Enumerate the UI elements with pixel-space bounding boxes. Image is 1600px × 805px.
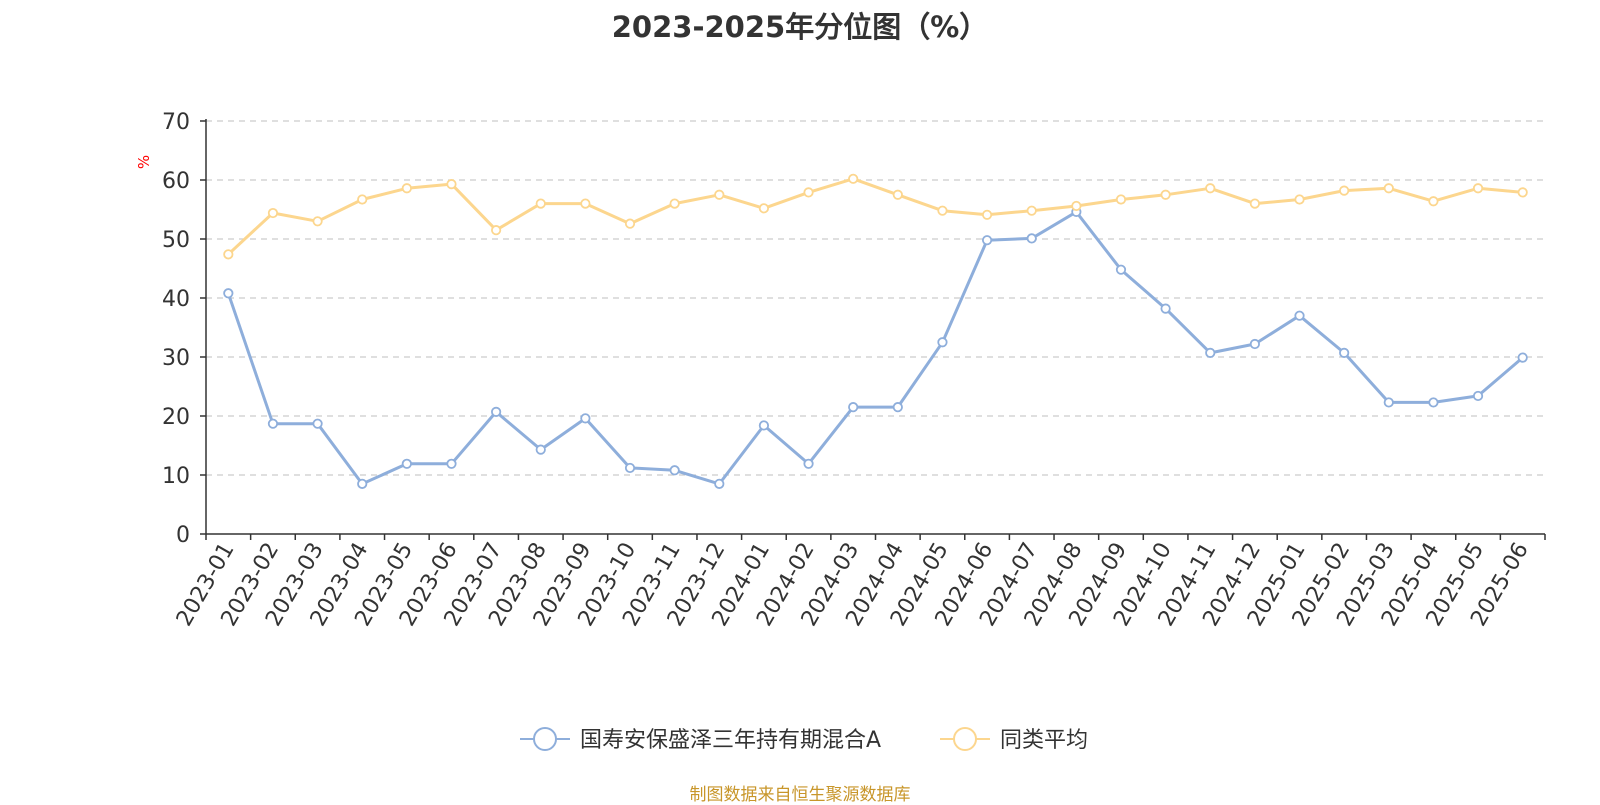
data-point <box>1205 183 1216 194</box>
legend-label: 国寿安保盛泽三年持有期混合A <box>580 728 881 753</box>
data-point <box>1517 352 1528 363</box>
data-point <box>1294 194 1305 205</box>
data-point <box>491 406 502 417</box>
data-point <box>803 187 814 198</box>
data-point <box>1026 205 1037 216</box>
legend-label: 同类平均 <box>1000 728 1088 753</box>
data-point <box>1071 200 1082 212</box>
data-point <box>267 418 279 429</box>
data-point <box>1160 189 1171 200</box>
data-point <box>1472 390 1484 402</box>
y-tick-label: 20 <box>162 405 190 430</box>
data-point <box>624 218 636 229</box>
data-point <box>446 458 457 469</box>
data-point <box>1383 397 1394 408</box>
data-point <box>1249 198 1260 209</box>
y-tick-label: 0 <box>176 523 190 548</box>
data-point <box>714 189 725 200</box>
data-point <box>1294 310 1305 321</box>
series-line <box>227 177 1523 256</box>
y-tick-label: 50 <box>162 228 190 253</box>
data-point <box>357 194 368 205</box>
data-point <box>981 235 993 246</box>
legend-marker <box>953 727 977 751</box>
data-point <box>1517 187 1528 198</box>
series-line <box>226 210 1524 486</box>
data-point <box>1205 347 1216 358</box>
data-point <box>1249 338 1260 350</box>
legend-marker <box>533 727 557 751</box>
data-point <box>223 288 234 299</box>
y-tick-label: 40 <box>162 287 190 312</box>
y-axis-unit: % <box>135 155 153 169</box>
data-point <box>491 225 502 236</box>
data-point <box>937 205 948 216</box>
data-point <box>1115 194 1127 205</box>
data-point <box>1026 233 1037 244</box>
grid-lines <box>206 120 1545 476</box>
axes: 010203040506070%2023-012023-022023-03202… <box>135 110 1546 631</box>
data-point <box>401 458 412 469</box>
data-point <box>714 478 725 489</box>
data-point <box>1428 196 1439 207</box>
data-point <box>1383 183 1394 194</box>
data-point <box>758 420 770 431</box>
data-point <box>357 478 368 489</box>
data-point <box>892 189 903 200</box>
data-point <box>580 198 591 209</box>
data-point <box>892 402 903 413</box>
data-point <box>669 465 680 476</box>
data-point <box>580 413 591 424</box>
series-lines <box>223 173 1528 489</box>
data-point <box>937 337 948 348</box>
data-point <box>223 249 234 260</box>
data-point <box>446 179 457 190</box>
data-point <box>1339 185 1350 196</box>
y-tick-label: 30 <box>162 346 190 371</box>
y-tick-label: 10 <box>162 464 190 489</box>
data-point <box>848 402 859 413</box>
y-tick-label: 60 <box>162 169 190 194</box>
data-point <box>267 207 279 219</box>
data-point <box>624 462 636 474</box>
legend: 国寿安保盛泽三年持有期混合A 同类平均 <box>520 727 1088 753</box>
data-point <box>1339 347 1350 358</box>
data-point <box>803 458 814 469</box>
data-point <box>535 198 546 209</box>
data-point <box>758 203 770 214</box>
data-point <box>312 216 323 227</box>
data-point <box>1472 183 1484 194</box>
source-note: 制图数据来自恒生聚源数据库 <box>689 785 911 805</box>
data-point <box>848 173 859 184</box>
data-point <box>312 418 323 429</box>
data-point <box>1160 303 1171 314</box>
data-point <box>981 209 993 220</box>
data-point <box>669 198 680 209</box>
y-tick-label: 70 <box>162 110 190 135</box>
data-point <box>535 444 546 455</box>
chart-title: 2023-2025年分位图（%） <box>611 10 989 44</box>
data-point <box>1428 397 1439 408</box>
data-point <box>1115 264 1127 275</box>
data-point <box>401 183 412 194</box>
